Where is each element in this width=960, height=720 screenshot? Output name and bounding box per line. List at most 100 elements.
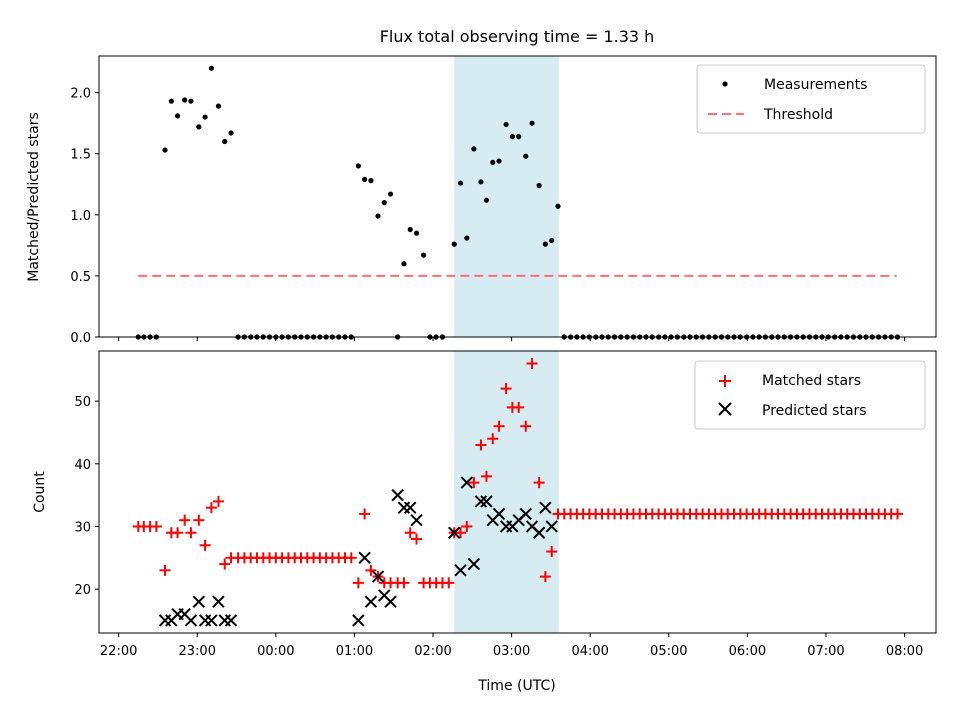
matched-star-point	[533, 477, 545, 489]
predicted-star-point	[364, 595, 378, 608]
matched-star-point	[546, 546, 558, 558]
matched-star-point	[359, 508, 371, 520]
matched-star-point	[185, 527, 197, 539]
matched-star-point	[179, 514, 191, 526]
predicted-star-point	[212, 595, 225, 608]
measurement-point	[549, 237, 555, 244]
predicted-star-point	[454, 564, 467, 577]
legend-label-predicted: Predicted stars	[762, 403, 867, 419]
matched-star-point	[199, 539, 211, 551]
matched-star-point	[891, 508, 903, 520]
measurement-point	[375, 213, 381, 219]
top-y-tick-label: 0.5	[70, 270, 91, 285]
measurement-point	[381, 200, 387, 206]
x-tick-label: 07:00	[807, 644, 844, 659]
predicted-star-point	[205, 614, 218, 627]
predicted-star-point	[391, 488, 404, 502]
x-tick-label: 02:00	[414, 644, 451, 659]
predicted-star-point	[358, 551, 371, 565]
measurement-point	[182, 97, 188, 103]
matched-star-point	[219, 558, 231, 570]
measurement-point	[401, 261, 407, 267]
predicted-star-point	[532, 526, 546, 539]
legend-label-measurements: Measurements	[764, 77, 867, 93]
bottom-highlight-span	[454, 351, 559, 633]
matched-star-point	[205, 502, 217, 514]
measurement-point	[162, 147, 168, 153]
matched-star-point	[461, 520, 473, 532]
x-tick-label: 03:00	[493, 644, 530, 659]
bottom-axes-frame	[98, 350, 937, 634]
matched-star-point	[493, 420, 505, 432]
predicted-star-point	[519, 507, 532, 521]
legend-marker-measurements	[722, 81, 728, 87]
measurement-point	[413, 230, 420, 236]
measurement-point	[222, 138, 228, 145]
measurement-point	[228, 130, 234, 136]
matched-star-point	[172, 527, 184, 539]
matched-star-point	[159, 564, 171, 576]
matched-star-point	[352, 577, 364, 589]
matched-star-point	[365, 564, 377, 576]
measurement-point	[202, 114, 208, 120]
matched-star-point	[468, 477, 480, 489]
x-tick-label: 06:00	[729, 644, 766, 659]
measurement-point	[516, 134, 522, 140]
top-y-axis-label: Matched/Predicted stars	[26, 112, 42, 282]
measurement-point	[208, 65, 214, 71]
top-panel: 0.00.51.01.52.0 Matched/Predicted stars …	[26, 55, 937, 346]
bottom-y-tick-label: 40	[74, 458, 91, 473]
legend-marker-predicted	[718, 402, 732, 416]
chart-title: Flux total observing time = 1.33 h	[380, 27, 655, 46]
measurement-point	[362, 176, 368, 182]
measurement-point	[387, 191, 394, 197]
x-tick-label: 08:00	[886, 644, 923, 659]
predicted-star-point	[460, 476, 474, 489]
measurement-point	[420, 252, 427, 258]
x-tick-label: 23:00	[179, 644, 216, 659]
measurement-point	[503, 121, 509, 128]
predicted-star-point	[192, 595, 206, 608]
legend-label-threshold: Threshold	[763, 107, 833, 123]
bottom-y-tick-label: 30	[74, 520, 91, 535]
x-tick-label: 22:00	[100, 644, 137, 659]
x-tick-label: 04:00	[571, 644, 608, 659]
matched-star-point	[513, 401, 525, 413]
predicted-star-point	[474, 495, 488, 508]
measurement-point	[196, 124, 202, 130]
bottom-panel: 20 30 40 50 22:00 23:00 00:00 01:00 02:00 03:00 0…	[32, 350, 937, 694]
measurement-point	[536, 182, 542, 189]
predicted-star-point	[480, 495, 493, 508]
bottom-y-axis-label: Count	[32, 471, 48, 513]
predicted-star-point	[410, 513, 423, 527]
top-highlight-span	[454, 56, 559, 337]
matched-star-point	[404, 527, 416, 539]
matched-star-point	[398, 577, 410, 589]
measurement-point	[464, 235, 470, 241]
matched-star-point	[487, 433, 499, 445]
measurement-point	[168, 98, 174, 104]
predicted-star-point	[492, 507, 506, 521]
x-tick-label: 05:00	[650, 644, 687, 659]
x-tick-label: 00:00	[257, 644, 294, 659]
measurement-point	[471, 146, 477, 152]
measurement-point	[523, 153, 529, 159]
predicted-star-point	[184, 614, 198, 627]
top-y-tick-label: 2.0	[70, 87, 91, 102]
top-legend: Measurements Threshold	[696, 64, 926, 134]
legend-label-matched: Matched stars	[762, 373, 861, 389]
matched-star-point	[500, 383, 512, 395]
measurement-point	[407, 226, 413, 233]
predicted-star-point	[384, 595, 397, 608]
matched-star-point	[193, 514, 205, 526]
measurement-point	[555, 203, 561, 209]
predicted-star-point	[404, 501, 417, 514]
measurement-point	[188, 98, 194, 104]
x-axis-label: Time (UTC)	[477, 678, 555, 694]
predicted-star-point	[467, 557, 481, 571]
top-y-tick-label: 0.0	[70, 331, 91, 346]
matched-star-point	[443, 577, 455, 589]
predicted-star-point	[448, 526, 461, 539]
measurement-point	[496, 158, 502, 164]
